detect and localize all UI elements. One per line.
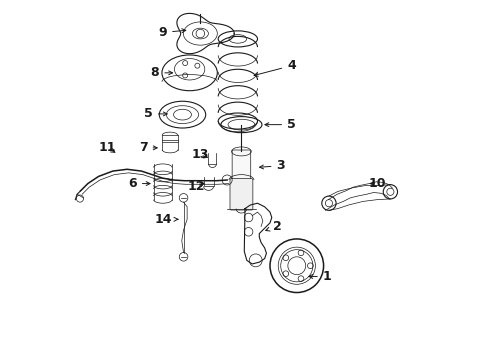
Text: 12: 12: [188, 180, 205, 193]
Text: 10: 10: [368, 177, 386, 190]
Text: 3: 3: [260, 159, 285, 172]
FancyBboxPatch shape: [232, 150, 251, 181]
Text: 5: 5: [144, 107, 167, 120]
Text: 14: 14: [154, 213, 178, 226]
Text: 7: 7: [139, 141, 157, 154]
Text: 8: 8: [150, 66, 172, 79]
Text: 4: 4: [254, 59, 296, 76]
Text: 2: 2: [266, 220, 282, 233]
FancyBboxPatch shape: [230, 179, 253, 210]
Text: 11: 11: [98, 141, 116, 154]
Text: 1: 1: [309, 270, 332, 283]
Text: 5: 5: [265, 118, 296, 131]
Text: 13: 13: [192, 148, 209, 162]
Text: 6: 6: [128, 177, 150, 190]
Text: 9: 9: [159, 26, 186, 39]
